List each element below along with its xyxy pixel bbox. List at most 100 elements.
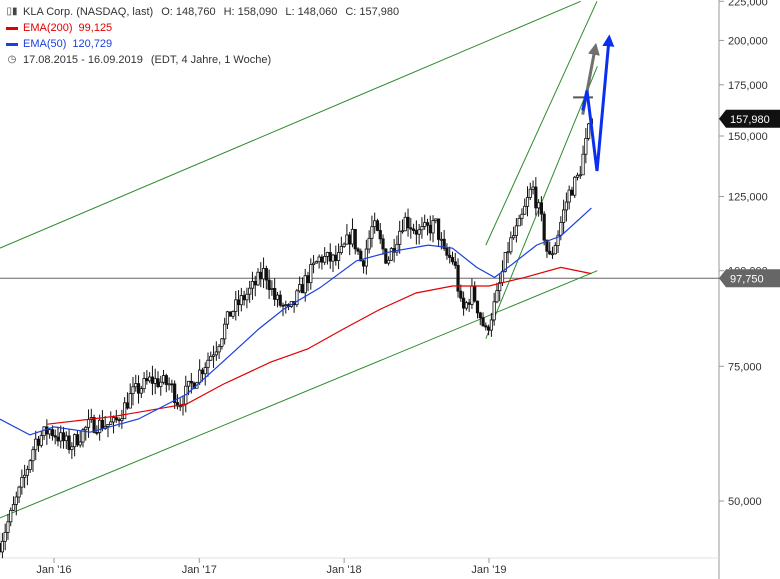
candle-body	[484, 325, 488, 328]
candle-body	[136, 383, 141, 394]
candle-body	[350, 228, 355, 245]
candle-body	[420, 226, 424, 231]
close-label: C:	[345, 6, 357, 18]
candle-body	[264, 268, 268, 281]
candle-body	[131, 386, 135, 395]
candle-body	[492, 301, 496, 321]
y-tick-label: 175,000	[728, 80, 768, 92]
candle-body	[436, 218, 441, 240]
y-tick-label: 150,000	[728, 131, 768, 143]
candle-body	[3, 531, 7, 542]
candle-body	[50, 429, 55, 437]
candle-body	[328, 251, 332, 262]
candle-body	[448, 254, 452, 258]
candle-body	[211, 354, 216, 357]
low-label: L:	[285, 6, 295, 18]
candle-body	[542, 213, 546, 241]
candle-body	[28, 460, 32, 470]
candle-body	[161, 375, 166, 383]
candle-body	[464, 302, 468, 309]
candle-body	[109, 421, 113, 425]
candle-body	[503, 252, 507, 272]
candle-body	[414, 230, 418, 235]
outer-lower-channel-line	[0, 270, 598, 519]
candle-body	[570, 189, 574, 196]
candle-body	[106, 423, 110, 427]
candle-body	[467, 302, 471, 305]
candle-body	[445, 248, 449, 256]
blue-projection-arrow	[581, 34, 615, 172]
candle-body	[345, 234, 349, 245]
candle-body	[431, 220, 435, 234]
candle-body	[331, 254, 335, 262]
candle-body	[537, 202, 541, 209]
candle-body	[564, 201, 568, 211]
candle-body	[150, 376, 155, 384]
candle-body	[67, 435, 71, 450]
candle-body	[384, 248, 388, 264]
candle-body	[336, 252, 341, 261]
candle-body	[36, 438, 41, 446]
chart-legend: ▯▮ KLA Corp. (NASDAQ, last) O: 148,760 H…	[6, 4, 399, 68]
candle-body	[9, 509, 13, 523]
candle-body	[189, 380, 193, 384]
candle-body	[339, 246, 343, 253]
candle-body	[98, 419, 102, 434]
candle-body	[500, 270, 505, 284]
candle-body	[148, 376, 152, 382]
candle-body	[389, 248, 393, 261]
candle-body	[584, 138, 588, 155]
candle-body	[281, 304, 285, 307]
candle-body	[367, 237, 371, 250]
candle-body	[231, 311, 235, 317]
candle-body	[453, 261, 457, 266]
candle-body	[153, 378, 157, 384]
candle-body	[167, 383, 171, 386]
candle-body	[562, 209, 566, 223]
candle-body	[548, 250, 552, 255]
candle-body	[270, 288, 274, 290]
candle-body	[220, 338, 224, 347]
candle-body	[248, 287, 252, 295]
candle-body	[473, 285, 477, 302]
candle-body	[373, 220, 377, 228]
candle-body	[311, 262, 316, 265]
candle-body	[495, 290, 499, 303]
candle-body	[578, 174, 582, 177]
candle-body	[487, 326, 491, 331]
candle-body	[423, 222, 427, 227]
candle-body	[84, 426, 88, 431]
open-value: 148,760	[175, 6, 216, 18]
candle-body	[156, 378, 160, 387]
candle-body	[125, 402, 130, 409]
candle-body	[0, 540, 5, 553]
candle-body	[528, 188, 532, 198]
candle-body	[498, 282, 502, 292]
candle-body	[370, 226, 374, 239]
candle-body	[186, 380, 191, 387]
x-tick-label: Jan '17	[182, 564, 217, 576]
ema200-line	[47, 266, 592, 425]
legend-instrument-row: ▯▮ KLA Corp. (NASDAQ, last) O: 148,760 H…	[6, 4, 399, 20]
candle-body	[11, 504, 16, 511]
candle-body	[284, 304, 288, 306]
candle-body	[42, 426, 46, 437]
candle-body	[6, 521, 10, 533]
candle-body	[434, 218, 438, 221]
y-tick-label: 200,000	[728, 35, 768, 47]
candle-body	[0, 543, 2, 553]
candle-body	[61, 432, 66, 442]
candle-body	[456, 264, 460, 292]
close-value: 157,980	[359, 6, 400, 18]
candle-body	[239, 295, 243, 306]
candle-body	[534, 186, 538, 209]
candle-body	[128, 393, 132, 409]
y-tick-label: 75,000	[728, 361, 762, 373]
candle-body	[31, 449, 35, 462]
candle-body	[120, 418, 124, 422]
candle-body	[386, 259, 391, 264]
candle-body	[461, 297, 466, 309]
candle-body	[86, 419, 91, 428]
candle-body	[139, 388, 143, 394]
